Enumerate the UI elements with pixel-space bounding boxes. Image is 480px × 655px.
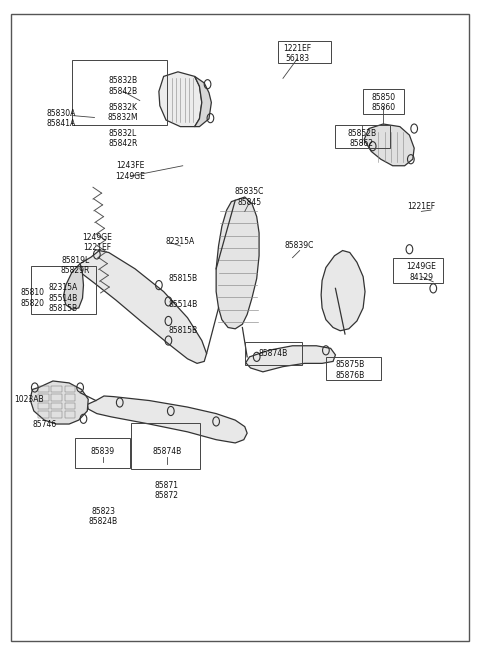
Text: 1249GE
84129: 1249GE 84129 bbox=[407, 263, 436, 282]
Text: 85839: 85839 bbox=[91, 447, 115, 456]
Bar bbox=[131, 423, 200, 469]
Bar bbox=[65, 411, 75, 417]
Polygon shape bbox=[216, 197, 259, 329]
Bar bbox=[51, 394, 62, 401]
Bar bbox=[65, 386, 75, 392]
Text: 85746: 85746 bbox=[32, 420, 57, 428]
Text: 1221EF: 1221EF bbox=[408, 202, 435, 212]
Text: 82315A
85514B
85815B: 82315A 85514B 85815B bbox=[49, 283, 78, 313]
Text: 85815B: 85815B bbox=[168, 326, 197, 335]
Text: 1221EF
56183: 1221EF 56183 bbox=[283, 44, 312, 64]
Text: 85850
85860: 85850 85860 bbox=[371, 93, 395, 112]
Polygon shape bbox=[321, 251, 365, 331]
Text: 85819L
85829R: 85819L 85829R bbox=[60, 256, 90, 275]
Text: 1023AB: 1023AB bbox=[14, 395, 44, 403]
Polygon shape bbox=[246, 346, 336, 372]
Text: 85839C: 85839C bbox=[285, 242, 314, 250]
Text: 85874B: 85874B bbox=[152, 447, 181, 456]
Text: 85830A
85841A: 85830A 85841A bbox=[47, 109, 76, 128]
Text: 1249GE
1221EF: 1249GE 1221EF bbox=[82, 233, 112, 252]
Text: 85810
85820: 85810 85820 bbox=[21, 288, 45, 308]
Text: 85514B: 85514B bbox=[168, 300, 197, 309]
Polygon shape bbox=[63, 263, 84, 309]
Polygon shape bbox=[30, 381, 88, 424]
Bar bbox=[51, 386, 62, 392]
Text: 85832K
85832M: 85832K 85832M bbox=[108, 103, 138, 122]
Polygon shape bbox=[364, 124, 414, 166]
Bar bbox=[38, 386, 48, 392]
Polygon shape bbox=[87, 396, 247, 443]
Text: 85835C
85845: 85835C 85845 bbox=[235, 187, 264, 207]
Bar bbox=[72, 60, 168, 125]
Text: 85823
85824B: 85823 85824B bbox=[88, 507, 118, 527]
Polygon shape bbox=[80, 251, 206, 364]
Bar bbox=[65, 403, 75, 409]
Polygon shape bbox=[195, 77, 211, 126]
Text: 85871
85872: 85871 85872 bbox=[155, 481, 179, 500]
Bar bbox=[38, 394, 48, 401]
Bar bbox=[38, 411, 48, 417]
Text: 85832B
85842B: 85832B 85842B bbox=[108, 77, 138, 96]
Text: 85832L
85842R: 85832L 85842R bbox=[108, 128, 138, 148]
Text: 85874B: 85874B bbox=[259, 349, 288, 358]
Bar bbox=[278, 41, 331, 64]
Text: 1243FE
1249GE: 1243FE 1249GE bbox=[115, 161, 145, 181]
Bar bbox=[393, 258, 443, 283]
Polygon shape bbox=[159, 72, 202, 126]
Text: 85852B
85862: 85852B 85862 bbox=[347, 128, 376, 148]
Bar bbox=[326, 357, 381, 380]
Text: 85875B
85876B: 85875B 85876B bbox=[335, 360, 364, 380]
Bar bbox=[363, 89, 404, 113]
Text: 82315A: 82315A bbox=[166, 237, 195, 246]
Bar bbox=[51, 411, 62, 417]
Bar bbox=[75, 438, 130, 468]
Bar bbox=[32, 265, 96, 314]
Text: 85815B: 85815B bbox=[168, 274, 197, 283]
Bar bbox=[245, 342, 302, 365]
Bar bbox=[51, 403, 62, 409]
Bar bbox=[65, 394, 75, 401]
Bar bbox=[38, 403, 48, 409]
Bar bbox=[336, 125, 390, 148]
